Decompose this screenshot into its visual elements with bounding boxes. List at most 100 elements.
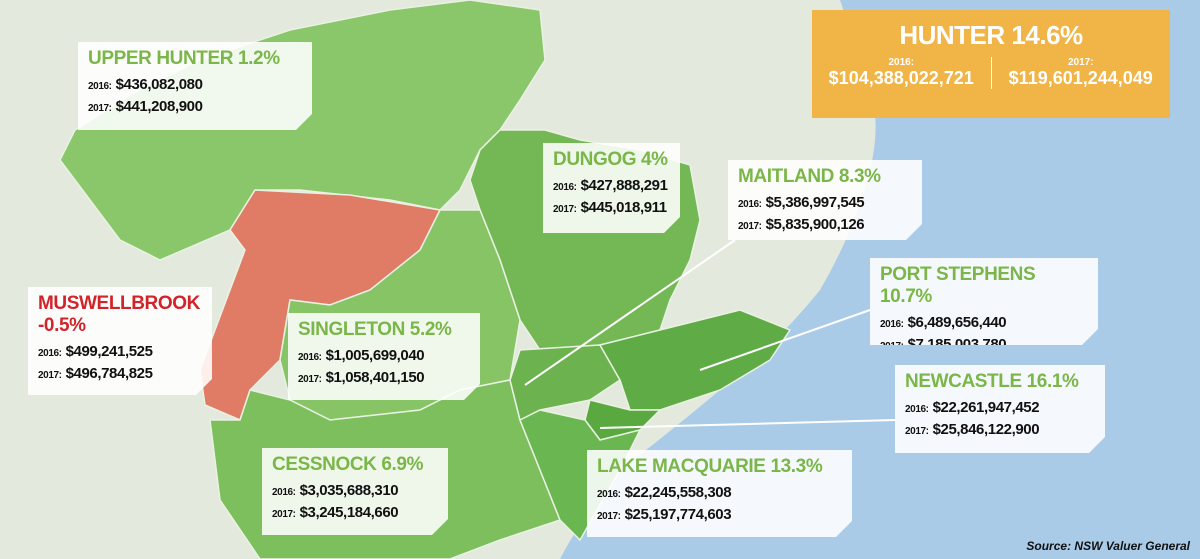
value-row: 2017: $496,784,825 (38, 365, 202, 382)
port-stephens-area (598, 309, 792, 411)
region-name: UPPER HUNTER (88, 48, 234, 69)
value-row: 2016: $427,888,291 (553, 177, 670, 194)
summary-2017: 2017: $119,601,244,049 (990, 57, 1171, 89)
region-heading: PORT STEPHENS 10.7% (880, 264, 1088, 308)
value: $445,018,911 (580, 199, 667, 216)
value: $25,846,122,900 (932, 421, 1040, 438)
year-label: 2016: (38, 348, 62, 359)
value-row: 2016: $22,245,558,308 (597, 484, 842, 501)
year-label: 2016: (880, 319, 904, 330)
value: $22,245,558,308 (624, 484, 732, 501)
year-label: 2017: (553, 204, 577, 215)
year-label: 2017: (88, 103, 112, 114)
value-row: 2016: $22,261,947,452 (905, 399, 1095, 416)
value-row: 2017: $441,208,900 (88, 98, 302, 115)
value-row: 2017: $3,245,184,660 (272, 504, 438, 521)
value: $3,245,184,660 (299, 504, 399, 521)
year-label: 2016: (298, 352, 322, 363)
summary-heading: HUNTER 14.6% (812, 20, 1170, 51)
region-change: 5.2% (409, 319, 452, 340)
value-row: 2017: $5,835,900,126 (738, 216, 912, 233)
value: $6,489,656,440 (907, 314, 1007, 331)
summary-name: HUNTER (899, 20, 1005, 50)
year-label: 2016: (553, 182, 577, 193)
hunter-summary: HUNTER 14.6% 2016: $104,388,022,721 2017:… (812, 10, 1170, 118)
region-heading: CESSNOCK 6.9% (272, 454, 438, 476)
region-label: CESSNOCK 6.9% 2016: $3,035,688,310 2017: $3,… (262, 448, 448, 535)
value: $22,261,947,452 (932, 399, 1040, 416)
leader-lines (524, 239, 896, 429)
value-row: 2016: $5,386,997,545 (738, 194, 912, 211)
value-row: 2016: $3,035,688,310 (272, 482, 438, 499)
summary-2016: 2016: $104,388,022,721 (812, 57, 991, 89)
region-change: 16.1% (1026, 371, 1079, 392)
value: $119,601,244,049 (1008, 68, 1153, 88)
region-change: 6.9% (381, 454, 424, 475)
region-name: SINGLETON (298, 319, 405, 340)
year-label: 2016: (272, 487, 296, 498)
value: $3,035,688,310 (299, 482, 399, 499)
year-label: 2017: (1067, 57, 1094, 68)
year-label: 2017: (272, 509, 296, 520)
year-label: 2016: (738, 199, 762, 210)
value: $1,005,699,040 (325, 347, 425, 364)
value: $427,888,291 (580, 177, 668, 194)
value: $5,386,997,545 (765, 194, 865, 211)
region-heading: NEWCASTLE 16.1% (905, 371, 1095, 393)
region-heading: MAITLAND 8.3% (738, 166, 912, 188)
region-heading: DUNGOG 4% (553, 149, 670, 171)
value-row: 2017: $25,846,122,900 (905, 421, 1095, 438)
region-label: MAITLAND 8.3% 2016: $5,386,997,545 2017: $5,… (728, 160, 922, 240)
region-heading: LAKE MACQUARIE 13.3% (597, 456, 842, 478)
region-name: LAKE MACQUARIE (597, 456, 766, 477)
region-change: 8.3% (838, 166, 881, 187)
region-name: DUNGOG (553, 149, 637, 170)
value-row: 2017: $1,058,401,150 (298, 369, 470, 386)
region-heading: MUSWELLBROOK -0.5% (38, 293, 202, 337)
year-label: 2016: (88, 81, 112, 92)
year-label: 2017: (298, 374, 322, 385)
region-change: 10.7% (880, 286, 932, 307)
region-label: SINGLETON 5.2% 2016: $1,005,699,040 2017: $1… (288, 313, 480, 400)
value-row: 2017: $445,018,911 (553, 199, 670, 216)
region-change: 13.3% (770, 456, 823, 477)
region-heading: UPPER HUNTER 1.2% (88, 48, 302, 70)
region-label: UPPER HUNTER 1.2% 2016: $436,082,080 2017: $… (78, 42, 312, 130)
value: $436,082,080 (115, 76, 203, 93)
value: $104,388,022,721 (828, 68, 974, 88)
region-label: NEWCASTLE 16.1% 2016: $22,261,947,452 2017:… (895, 365, 1105, 453)
region-name: MUSWELLBROOK (38, 293, 200, 314)
leader-line (524, 239, 736, 386)
value: $5,835,900,126 (765, 216, 865, 233)
value: $1,058,401,150 (325, 369, 425, 386)
region-change: -0.5% (38, 315, 86, 336)
value: $441,208,900 (115, 98, 203, 115)
region-heading: SINGLETON 5.2% (298, 319, 470, 341)
value: $499,241,525 (65, 343, 153, 360)
region-name: PORT STEPHENS (880, 264, 1036, 285)
year-label: 2017: (738, 221, 762, 232)
region-change: 1.2% (238, 48, 280, 69)
region-label: LAKE MACQUARIE 13.3% 2016: $22,245,558,308… (587, 450, 852, 537)
year-label: 2017: (597, 511, 621, 522)
source: Source: NSW Valuer General (1026, 539, 1190, 553)
value-row: 2017: $25,197,774,603 (597, 506, 842, 523)
upper-hunter-area (59, 0, 546, 261)
value: $496,784,825 (65, 365, 153, 382)
region-change: 4% (641, 149, 668, 170)
region-label: DUNGOG 4% 2016: $427,888,291 2017: $445,018,… (543, 143, 680, 233)
year-label: 2016: (905, 404, 929, 415)
region-name: MAITLAND (738, 166, 835, 187)
value-row: 2016: $499,241,525 (38, 343, 202, 360)
year-label: 2016: (597, 489, 621, 500)
value: $25,197,774,603 (624, 506, 732, 523)
value-row: 2016: $1,005,699,040 (298, 347, 470, 364)
value-row: 2016: $6,489,656,440 (880, 314, 1088, 331)
year-label: 2016: (888, 57, 915, 68)
region-name: NEWCASTLE (905, 371, 1022, 392)
year-label: 2017: (38, 370, 62, 381)
value-row: 2016: $436,082,080 (88, 76, 302, 93)
region-name: CESSNOCK (272, 454, 377, 475)
leader-line (599, 419, 896, 429)
